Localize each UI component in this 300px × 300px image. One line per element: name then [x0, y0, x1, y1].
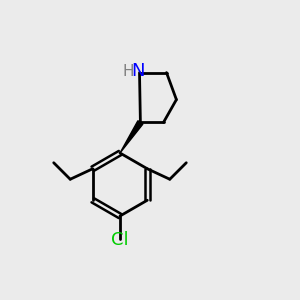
Text: N: N — [132, 62, 145, 80]
Polygon shape — [120, 121, 143, 153]
Text: H: H — [122, 64, 134, 79]
Text: Cl: Cl — [111, 231, 129, 249]
